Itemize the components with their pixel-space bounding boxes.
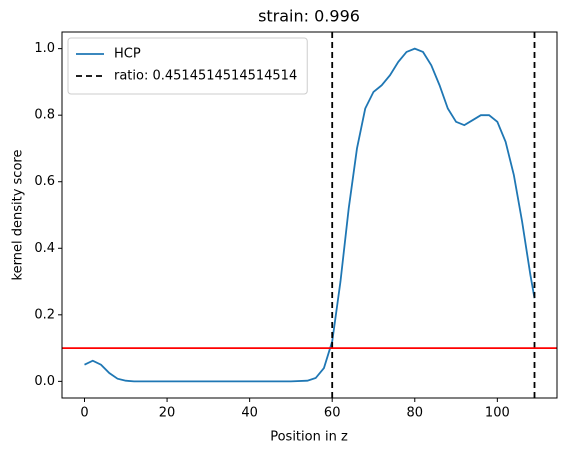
data-line <box>84 47 536 383</box>
x-tick-label: 0 <box>80 406 88 421</box>
x-tick-label: 80 <box>407 406 424 421</box>
x-tick-label: 40 <box>241 406 258 421</box>
legend-label: ratio: 0.4514514514514514 <box>114 69 297 84</box>
legend-label: HCP <box>114 47 141 62</box>
x-axis-label: Position in z <box>270 430 348 445</box>
y-tick-label: 0.2 <box>34 307 55 322</box>
legend-box <box>67 37 308 95</box>
y-tick-label: 0.0 <box>34 374 55 389</box>
x-tick-label: 100 <box>485 406 510 421</box>
y-tick-label: 1.0 <box>34 41 55 56</box>
y-tick-label: 0.6 <box>34 174 55 189</box>
chart-title: strain: 0.996 <box>258 7 360 26</box>
axes-frame <box>61 31 558 399</box>
y-axis-label: kernel density score <box>11 150 26 281</box>
y-tick-label: 0.4 <box>34 241 55 256</box>
x-tick-label: 20 <box>159 406 176 421</box>
x-tick-label: 60 <box>324 406 341 421</box>
y-tick-label: 0.8 <box>34 108 55 123</box>
